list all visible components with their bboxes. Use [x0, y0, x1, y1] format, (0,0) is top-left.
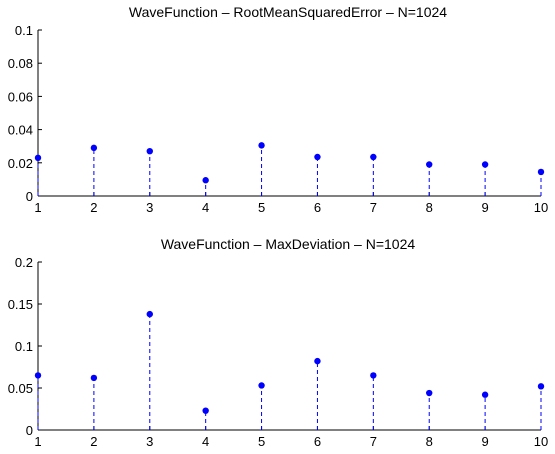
x-tick-label: 5: [258, 200, 265, 215]
data-point: [34, 372, 42, 379]
data-point: [90, 144, 98, 152]
x-tick-label: 1: [34, 200, 41, 215]
x-tick-label: 8: [426, 434, 433, 449]
y-tick-label: 0.1: [15, 339, 33, 354]
x-tick-label: 7: [370, 200, 377, 215]
data-point: [146, 147, 153, 155]
data-point: [34, 154, 42, 162]
y-tick-label: 0.02: [8, 156, 33, 171]
x-tick-label: 10: [534, 200, 548, 215]
data-point: [426, 161, 433, 168]
x-tick-label: 2: [90, 434, 97, 449]
data-point: [258, 142, 265, 149]
y-tick-label: 0: [26, 423, 33, 438]
chart-title: WaveFunction – RootMeanSquaredError – N=…: [129, 4, 447, 20]
x-tick-label: 2: [90, 200, 97, 215]
x-tick-label: 8: [426, 200, 433, 215]
x-tick-label: 3: [146, 200, 153, 215]
data-point: [370, 372, 377, 379]
x-tick-label: 4: [202, 434, 209, 449]
x-tick-label: 9: [481, 200, 488, 215]
x-tick-label: 10: [534, 434, 548, 449]
max-deviation-panel: WaveFunction – MaxDeviation – N=1024 0 0.…: [8, 236, 549, 449]
data-point: [537, 383, 545, 390]
x-tick-label: 1: [34, 434, 41, 449]
data-point: [202, 177, 209, 184]
rmse-panel: WaveFunction – RootMeanSquaredError – N=…: [8, 4, 549, 215]
data-point: [537, 168, 545, 176]
x-tick-label: 9: [481, 434, 488, 449]
y-tick-label: 0.15: [8, 297, 33, 312]
data-point: [481, 391, 489, 398]
x-tick-label: 5: [258, 434, 265, 449]
y-tick-label: 0: [26, 189, 33, 204]
y-tick-label: 0.1: [15, 23, 33, 38]
chart-title: WaveFunction – MaxDeviation – N=1024: [161, 236, 416, 252]
x-tick-label: 3: [146, 434, 153, 449]
data-point: [314, 153, 321, 161]
data-point: [146, 310, 153, 318]
data-point: [90, 374, 98, 382]
data-point: [426, 389, 433, 397]
data-point: [202, 407, 209, 414]
x-tick-label: 6: [314, 434, 321, 449]
data-point: [481, 161, 489, 168]
data-point: [370, 153, 377, 161]
x-tick-label: 4: [202, 200, 209, 215]
y-tick-label: 0.05: [8, 381, 33, 396]
y-tick-label: 0.08: [8, 56, 33, 71]
x-tick-label: 6: [314, 200, 321, 215]
data-point: [258, 382, 265, 389]
y-tick-label: 0.2: [15, 255, 33, 270]
y-tick-label: 0.06: [8, 89, 33, 104]
data-point: [314, 357, 321, 365]
x-tick-label: 7: [370, 434, 377, 449]
y-tick-label: 0.04: [8, 123, 33, 138]
